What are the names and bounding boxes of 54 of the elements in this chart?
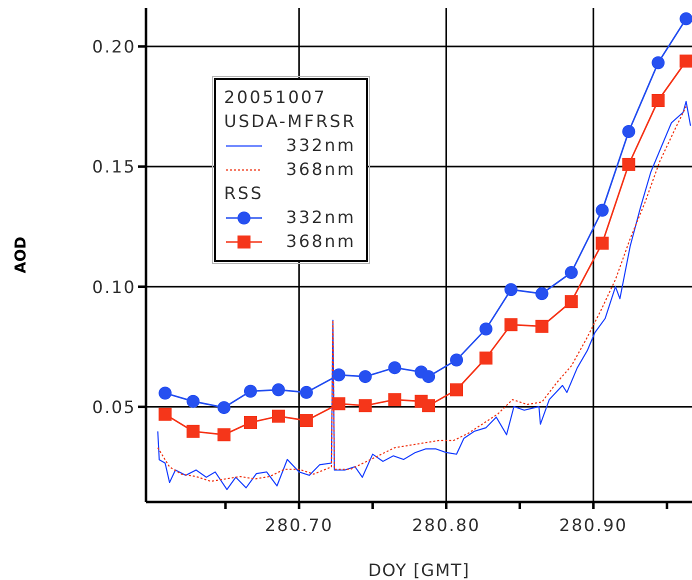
point [596, 204, 609, 217]
point [504, 283, 518, 296]
annotation: RSS [224, 183, 264, 206]
point [535, 287, 548, 300]
point [450, 354, 464, 366]
legend-title: 20051007 [224, 87, 328, 110]
point [479, 322, 492, 336]
point [504, 318, 518, 332]
annotation: USDA-MFRSR [224, 111, 356, 134]
point [564, 295, 578, 308]
point [158, 408, 172, 421]
point [422, 370, 436, 384]
point [158, 386, 172, 400]
point [272, 383, 285, 396]
point [652, 94, 665, 108]
point [564, 266, 578, 280]
point [358, 370, 372, 384]
point [388, 361, 402, 374]
y-tick-label: 0.20 [92, 37, 136, 58]
legend-label: 368nm [286, 159, 356, 182]
point [358, 399, 372, 412]
y-tick-label: 0.05 [92, 398, 136, 418]
point [622, 158, 636, 171]
point [300, 414, 313, 428]
y-tick-label: 0.10 [92, 278, 136, 298]
point [388, 393, 402, 406]
x-tick-label: 280.80 [412, 516, 480, 536]
point [535, 320, 548, 333]
legend-label: 332nm [286, 135, 356, 158]
point [622, 125, 636, 138]
point [244, 416, 257, 429]
point [300, 386, 313, 399]
point [422, 399, 436, 412]
point [652, 56, 665, 70]
y-tick-label: 0.15 [92, 158, 136, 178]
point [272, 410, 285, 423]
point [218, 428, 230, 442]
y-axis-title: AOD [11, 236, 30, 274]
point [218, 401, 230, 414]
point [186, 394, 200, 408]
point [332, 397, 346, 410]
legend-label: 368nm [286, 231, 356, 254]
point [680, 54, 692, 68]
point [680, 12, 692, 26]
point [244, 384, 257, 398]
point [596, 236, 609, 250]
x-axis-title: DOY [GMT] [368, 561, 470, 580]
point [332, 368, 346, 382]
legend-label: 332nm [286, 207, 356, 230]
x-tick-label: 280.90 [559, 516, 628, 536]
point [479, 352, 492, 365]
point [186, 424, 200, 438]
x-tick-label: 280.70 [264, 516, 334, 536]
point [450, 383, 464, 396]
